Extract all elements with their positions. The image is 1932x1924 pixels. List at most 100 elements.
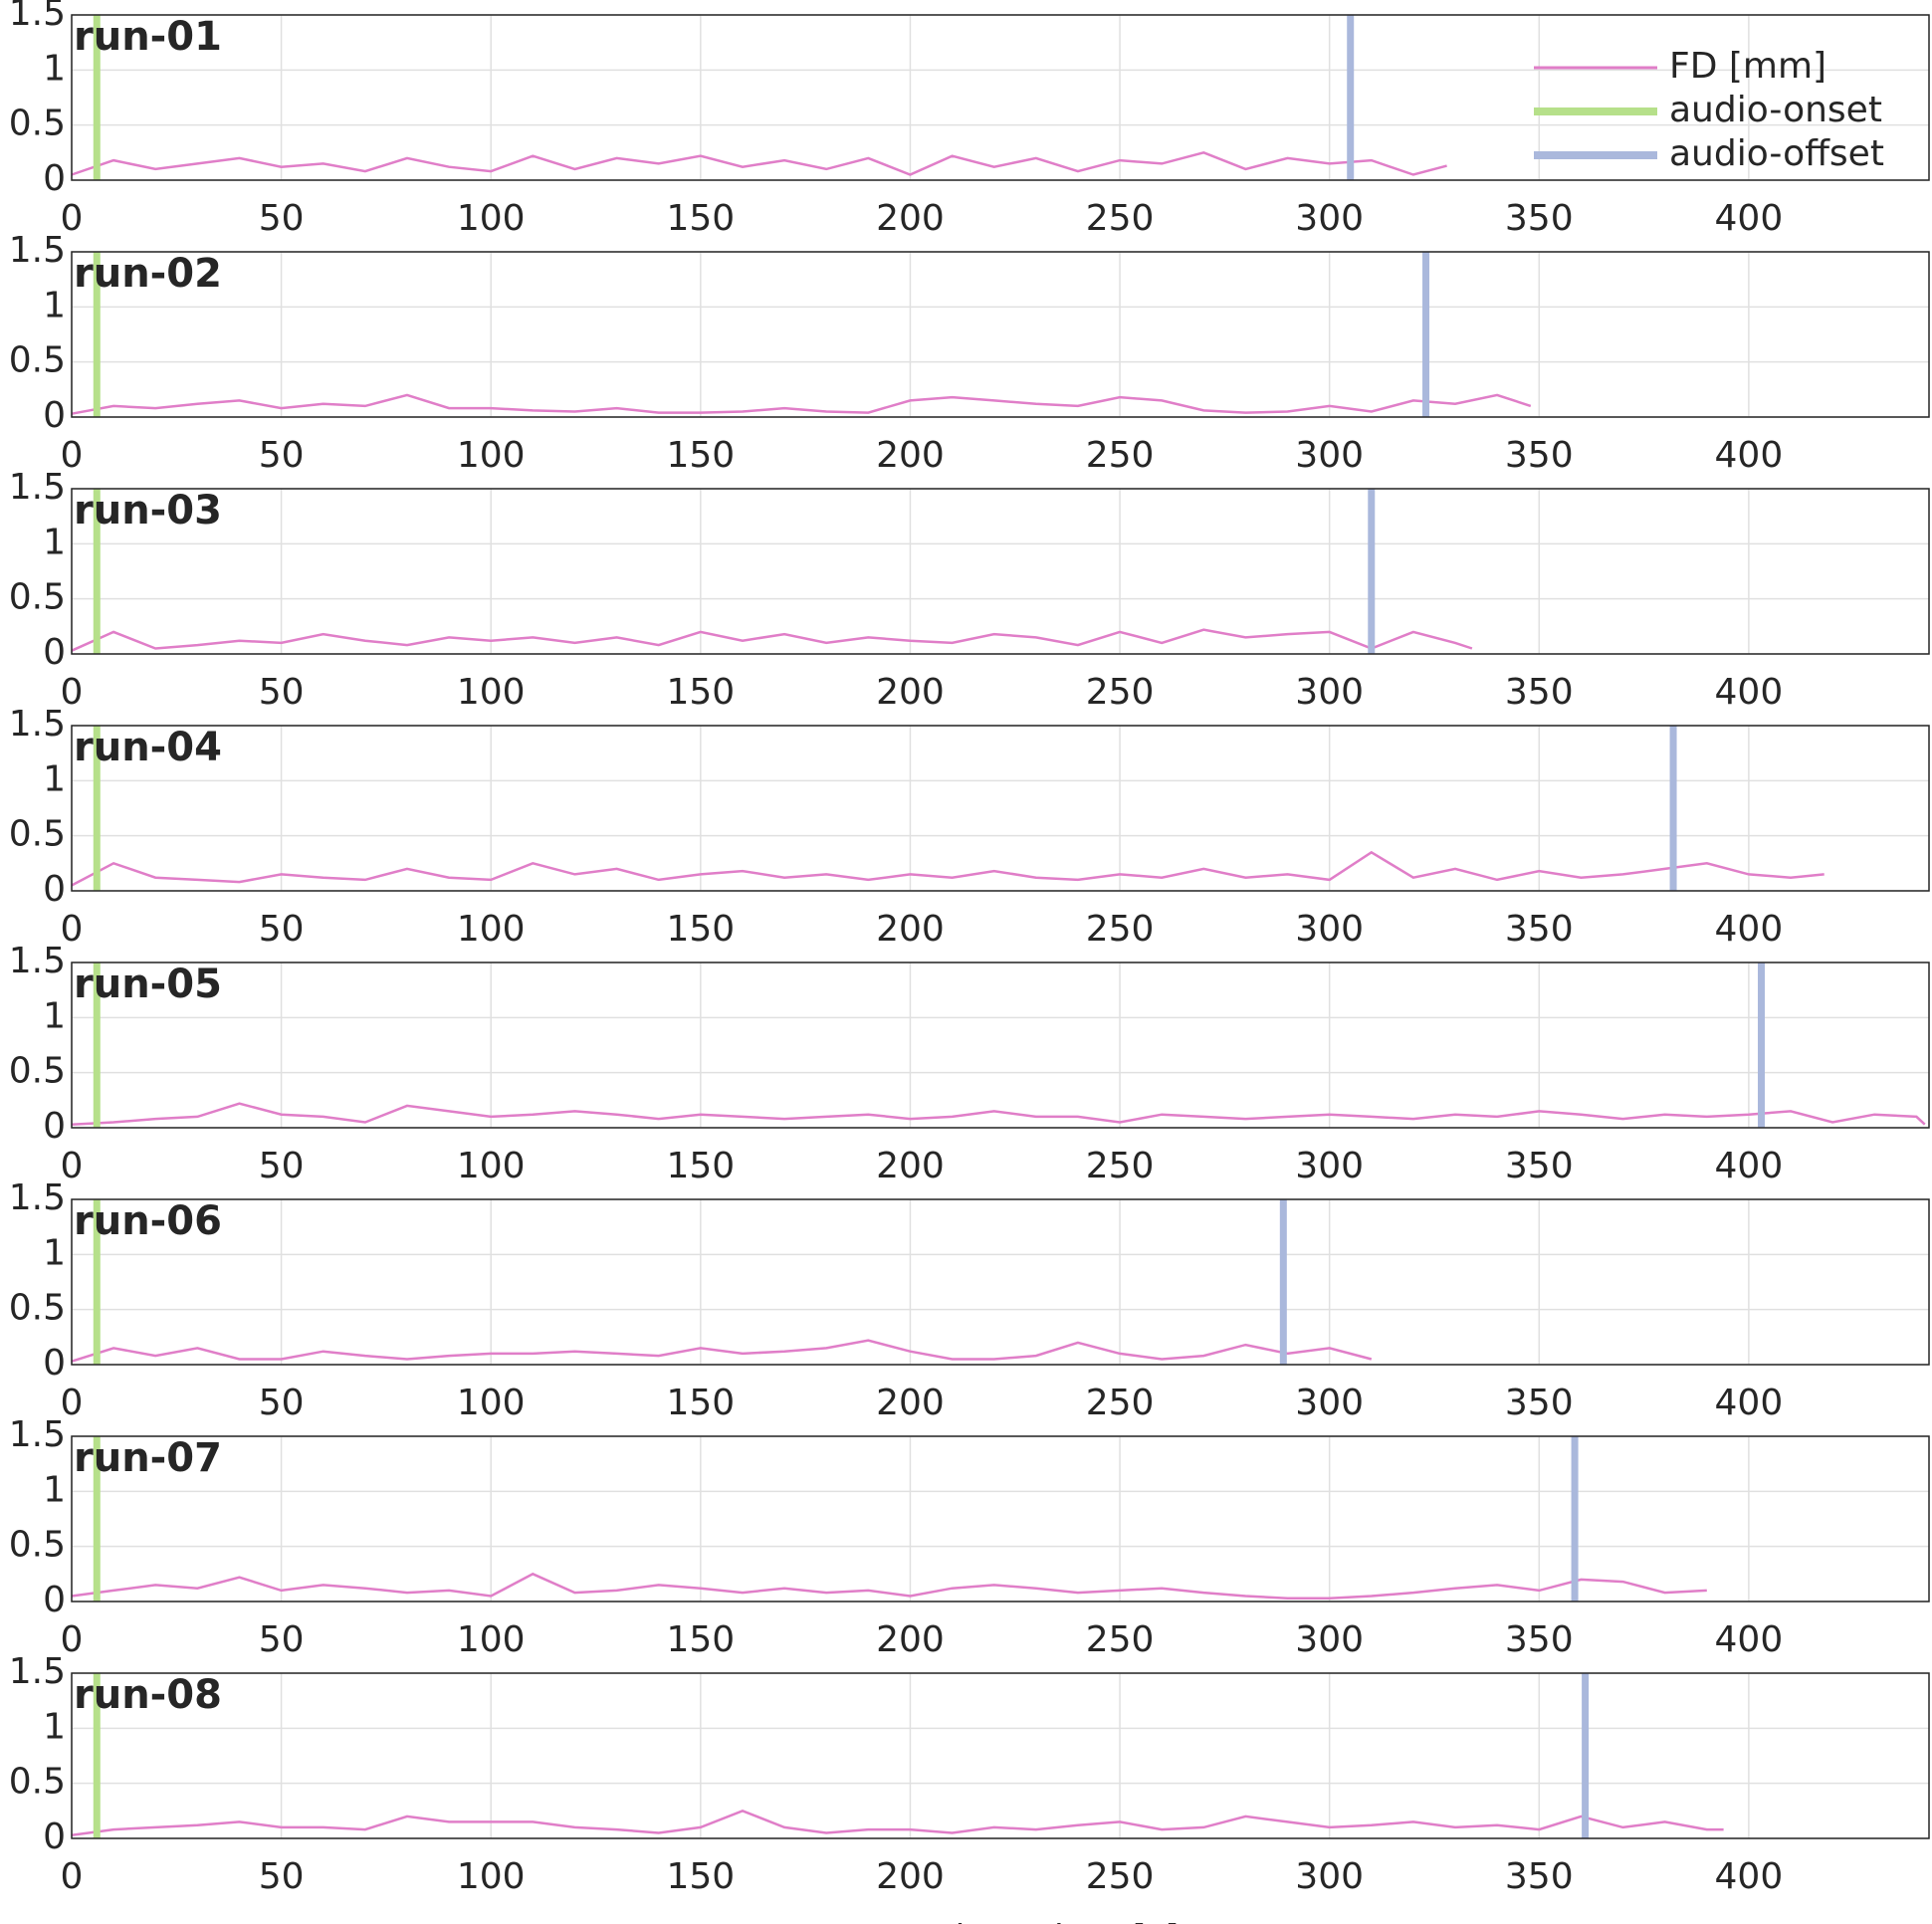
y-tick-label: 1 xyxy=(43,48,66,89)
x-tick-label: 350 xyxy=(1505,1619,1574,1660)
y-tick-label: 1 xyxy=(43,995,66,1036)
x-tick-label: 150 xyxy=(666,1146,735,1186)
fd-line xyxy=(71,393,1532,415)
y-tick-label: 0.5 xyxy=(9,104,66,144)
x-tick-label: 100 xyxy=(457,1619,526,1660)
x-tick-label: 0 xyxy=(61,909,84,950)
x-tick-label: 250 xyxy=(1086,1619,1155,1660)
x-tick-label: 150 xyxy=(666,1383,735,1423)
y-tick-label: 0 xyxy=(43,158,66,199)
y-tick-label: 0.5 xyxy=(9,1288,66,1329)
x-tick-label: 0 xyxy=(61,1146,84,1186)
x-axis-label: Post-pulse1 time [s] xyxy=(822,1918,1180,1924)
axes-box xyxy=(71,725,1930,892)
y-tick-label: 1 xyxy=(43,522,66,562)
x-tick-label: 50 xyxy=(259,435,305,476)
x-tick-label: 200 xyxy=(876,1619,945,1660)
y-tick-label: 1 xyxy=(43,1469,66,1510)
x-tick-label: 100 xyxy=(457,1146,526,1186)
fd-line xyxy=(71,850,1825,887)
x-tick-label: 350 xyxy=(1505,672,1574,713)
axes-box xyxy=(71,1672,1930,1839)
x-tick-label: 50 xyxy=(259,909,305,950)
axes-box xyxy=(71,1198,1930,1366)
x-tick-label: 200 xyxy=(876,909,945,950)
fd-line xyxy=(71,628,1473,652)
x-tick-label: 400 xyxy=(1715,1383,1784,1423)
x-tick-label: 350 xyxy=(1505,1856,1574,1897)
x-tick-label: 350 xyxy=(1505,1146,1574,1186)
panel-title: run-03 xyxy=(74,488,222,534)
fd-line xyxy=(71,1102,1926,1126)
y-tick-label: 0 xyxy=(43,1343,66,1384)
y-tick-label: 0 xyxy=(43,395,66,436)
x-tick-label: 100 xyxy=(457,672,526,713)
axes-box xyxy=(71,962,1930,1129)
x-tick-label: 350 xyxy=(1505,435,1574,476)
x-tick-label: 350 xyxy=(1505,1383,1574,1423)
x-tick-label: 150 xyxy=(666,672,735,713)
fd-line xyxy=(71,1339,1373,1363)
x-tick-label: 250 xyxy=(1086,672,1155,713)
y-tick-label: 1.5 xyxy=(9,704,66,745)
x-tick-label: 350 xyxy=(1505,909,1574,950)
x-tick-label: 50 xyxy=(259,1146,305,1186)
axes-box xyxy=(71,488,1930,655)
x-tick-label: 200 xyxy=(876,1383,945,1423)
x-tick-label: 0 xyxy=(61,435,84,476)
x-tick-label: 300 xyxy=(1295,1146,1364,1186)
x-tick-label: 0 xyxy=(61,198,84,239)
x-tick-label: 200 xyxy=(876,1856,945,1897)
x-tick-label: 150 xyxy=(666,1856,735,1897)
x-tick-label: 50 xyxy=(259,1856,305,1897)
y-tick-label: 1 xyxy=(43,758,66,799)
panel-title: run-08 xyxy=(74,1672,222,1718)
x-tick-label: 100 xyxy=(457,909,526,950)
y-tick-label: 0.5 xyxy=(9,814,66,855)
x-tick-label: 400 xyxy=(1715,435,1784,476)
x-tick-label: 250 xyxy=(1086,1383,1155,1423)
x-tick-label: 350 xyxy=(1505,198,1574,239)
y-tick-label: 0.5 xyxy=(9,1051,66,1092)
legend-label: FD [mm] xyxy=(1669,46,1826,87)
y-tick-label: 1 xyxy=(43,1706,66,1747)
x-tick-label: 150 xyxy=(666,1619,735,1660)
panel-title: run-05 xyxy=(74,962,222,1007)
x-tick-label: 150 xyxy=(666,435,735,476)
x-tick-label: 400 xyxy=(1715,672,1784,713)
x-tick-label: 300 xyxy=(1295,435,1364,476)
y-tick-label: 1 xyxy=(43,1232,66,1273)
x-tick-label: 50 xyxy=(259,1619,305,1660)
y-tick-label: 1.5 xyxy=(9,1177,66,1218)
x-tick-label: 50 xyxy=(259,198,305,239)
x-tick-label: 200 xyxy=(876,1146,945,1186)
y-tick-label: 0 xyxy=(43,869,66,910)
panel-title: run-04 xyxy=(74,725,222,770)
y-tick-label: 0 xyxy=(43,1817,66,1857)
x-tick-label: 300 xyxy=(1295,1619,1364,1660)
y-tick-label: 0 xyxy=(43,632,66,673)
panel-title: run-06 xyxy=(74,1198,222,1244)
axes-box xyxy=(71,251,1930,418)
x-tick-label: 150 xyxy=(666,198,735,239)
x-tick-label: 400 xyxy=(1715,1619,1784,1660)
x-tick-label: 100 xyxy=(457,198,526,239)
x-tick-label: 200 xyxy=(876,672,945,713)
y-tick-label: 1.5 xyxy=(9,230,66,271)
x-tick-label: 200 xyxy=(876,435,945,476)
panel-title: run-01 xyxy=(74,14,222,60)
x-tick-label: 0 xyxy=(61,1383,84,1423)
x-tick-label: 100 xyxy=(457,1856,526,1897)
legend-label: audio-onset xyxy=(1669,90,1882,130)
x-tick-label: 300 xyxy=(1295,1383,1364,1423)
axes-box xyxy=(71,1435,1930,1603)
fd-line xyxy=(71,1809,1724,1836)
x-tick-label: 250 xyxy=(1086,435,1155,476)
y-tick-label: 1.5 xyxy=(9,941,66,981)
x-tick-label: 250 xyxy=(1086,1146,1155,1186)
y-tick-label: 1 xyxy=(43,285,66,325)
x-tick-label: 250 xyxy=(1086,198,1155,239)
fd-line xyxy=(71,1572,1707,1600)
